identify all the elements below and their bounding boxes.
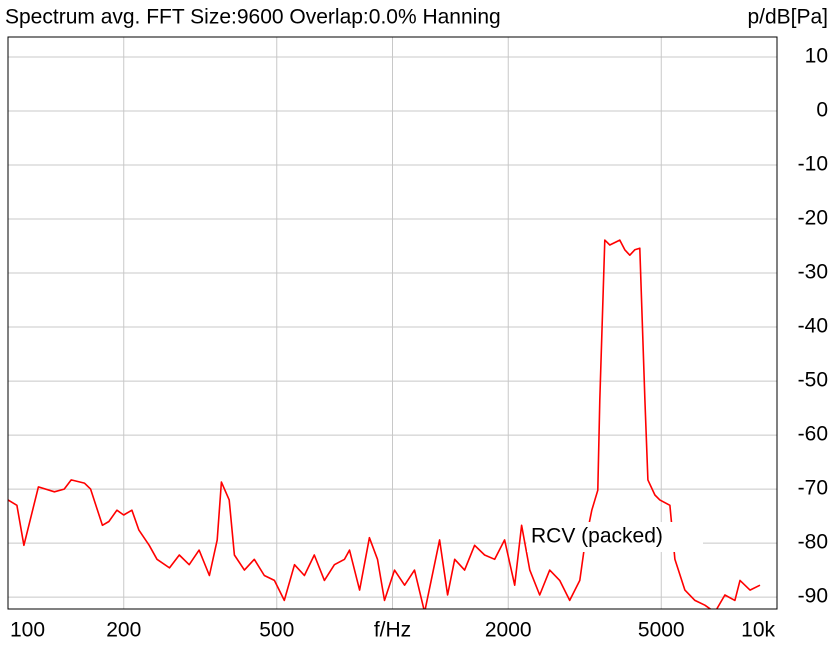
- x-tick-label: 10k: [741, 619, 775, 642]
- y-tick-label: 10: [805, 45, 828, 68]
- x-tick-label: 5000: [638, 619, 685, 642]
- x-tick-label: 200: [106, 619, 141, 642]
- x-tick-label: f/Hz: [374, 619, 411, 642]
- y-axis-label: p/dB[Pa]: [747, 6, 828, 29]
- y-tick-label: -30: [798, 261, 828, 284]
- y-tick-label: -90: [798, 585, 828, 608]
- grid: [7, 37, 778, 609]
- y-tick-label: -50: [798, 369, 828, 392]
- spectrum-line: [8, 239, 761, 609]
- y-tick-label: -40: [798, 315, 828, 338]
- x-tick-label: 100: [10, 619, 45, 642]
- plot-border: [7, 36, 778, 610]
- labels: 100 200 500 f/Hz 2000 5000 10k100-10-20-30-40-…: [10, 45, 828, 642]
- y-tick-label: -70: [798, 477, 828, 500]
- chart-title: Spectrum avg. FFT Size:9600 Overlap:0.0%…: [5, 6, 501, 29]
- x-tick-label: 2000: [485, 619, 532, 642]
- plot-area: [8, 239, 761, 609]
- y-tick-label: -60: [798, 423, 828, 446]
- annotation-background: [527, 522, 703, 552]
- y-tick-label: -10: [798, 153, 828, 176]
- x-tick-label: 500: [259, 619, 294, 642]
- annotation: RCV (packed): [531, 525, 663, 548]
- y-tick-label: -20: [798, 207, 828, 230]
- y-tick-label: -80: [798, 531, 828, 554]
- y-tick-label: 0: [816, 99, 828, 122]
